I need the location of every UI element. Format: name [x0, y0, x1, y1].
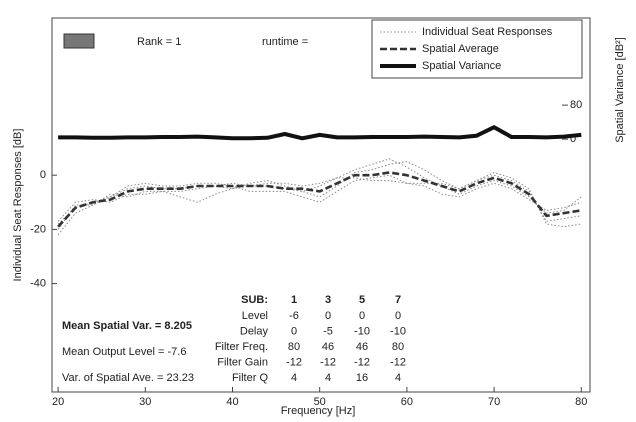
table-cell: 0: [359, 310, 365, 322]
rank-label: Rank = 1: [137, 36, 181, 48]
series-line: [57, 171, 582, 228]
x-tick-label: 40: [226, 396, 238, 408]
table-cell: 16: [356, 372, 368, 384]
table-cell: -12: [390, 356, 406, 368]
table-cell: 80: [392, 341, 404, 353]
individual-line: [57, 172, 582, 228]
y2-tick-label: 0: [570, 133, 576, 145]
table-cell: 0: [325, 310, 331, 322]
table-header: 5: [359, 294, 365, 306]
stat-text: Mean Output Level = -7.6: [62, 346, 186, 358]
y2-tick-label: 80: [570, 99, 582, 111]
table-cell: -12: [320, 356, 336, 368]
table-header: 1: [291, 294, 297, 306]
stat-text: Var. of Spatial Ave. = 23.23: [62, 372, 194, 384]
table-cell: 4: [291, 372, 297, 384]
table-cell: -10: [354, 325, 370, 337]
runtime-label: runtime =: [262, 36, 308, 48]
individual-line: [57, 158, 582, 230]
table-cell: -12: [354, 356, 370, 368]
y2-axis-label: Spatial Variance [dB²]: [614, 37, 626, 143]
table-cell: 46: [356, 341, 368, 353]
legend-label: Spatial Variance: [422, 60, 501, 72]
stat-text: Mean Spatial Var. = 8.205: [62, 320, 192, 332]
x-tick-label: 80: [575, 396, 587, 408]
table-cell: 4: [325, 372, 331, 384]
table-cell: Level: [242, 310, 268, 322]
y-tick-label: -20: [30, 223, 46, 235]
table-header: 3: [325, 294, 331, 306]
y-axis-label: Individual Seat Responses [dB]: [12, 129, 24, 282]
y-tick-label: 0: [40, 169, 46, 181]
table-cell: 0: [291, 325, 297, 337]
x-tick-label: 30: [139, 396, 151, 408]
table-cell: -12: [286, 356, 302, 368]
table-cell: Delay: [240, 325, 269, 337]
table-cell: Filter Q: [232, 372, 269, 384]
table-cell: -6: [289, 310, 299, 322]
table-cell: 80: [288, 341, 300, 353]
legend-label: Individual Seat Responses: [422, 26, 553, 38]
y-tick-label: -40: [30, 278, 46, 290]
x-tick-label: 20: [52, 396, 64, 408]
table-cell: Filter Freq.: [215, 341, 268, 353]
plot-frame: [51, 17, 591, 393]
x-tick-label: 50: [314, 396, 326, 408]
table-cell: Filter Gain: [217, 356, 268, 368]
table-cell: 4: [395, 372, 401, 384]
x-axis-label: Frequency [Hz]: [281, 405, 356, 417]
table-cell: 46: [322, 341, 334, 353]
legend-label: Spatial Average: [422, 43, 499, 55]
table-cell: -5: [323, 325, 333, 337]
table-cell: 0: [395, 310, 401, 322]
table-cell: -10: [390, 325, 406, 337]
individual-line: [57, 177, 582, 222]
table-header: SUB:: [241, 294, 268, 306]
x-tick-label: 70: [488, 396, 500, 408]
x-tick-label: 60: [401, 396, 413, 408]
table-header: 7: [395, 294, 401, 306]
toolbar-icon: [63, 33, 95, 49]
series-line: [58, 125, 582, 141]
